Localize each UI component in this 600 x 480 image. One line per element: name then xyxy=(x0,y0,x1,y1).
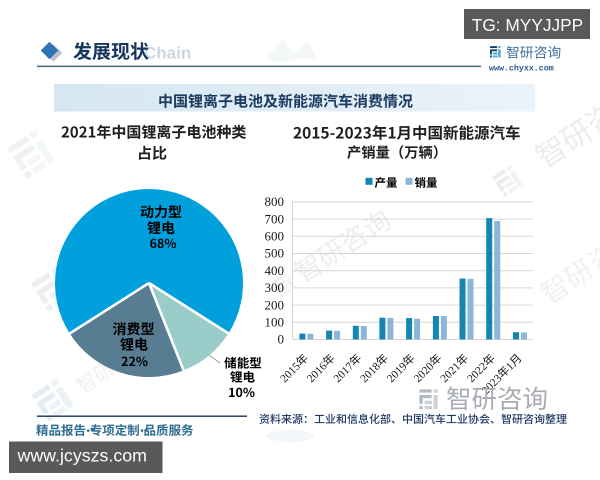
svg-text:800: 800 xyxy=(265,194,285,209)
svg-text:www.chyxx.com: www.chyxx.com xyxy=(489,63,554,73)
svg-text:TG: MYYJJPP: TG: MYYJJPP xyxy=(472,15,583,35)
svg-text:0: 0 xyxy=(278,332,285,347)
svg-text:700: 700 xyxy=(265,211,285,226)
svg-text:300: 300 xyxy=(265,280,285,295)
svg-text:400: 400 xyxy=(265,263,285,278)
svg-text:100: 100 xyxy=(265,315,285,330)
svg-text:200: 200 xyxy=(265,297,285,312)
svg-text:500: 500 xyxy=(265,246,285,261)
svg-text:Chain: Chain xyxy=(144,44,191,63)
svg-text:www.jcyszs.com: www.jcyszs.com xyxy=(17,446,147,466)
svg-text:600: 600 xyxy=(265,229,285,244)
